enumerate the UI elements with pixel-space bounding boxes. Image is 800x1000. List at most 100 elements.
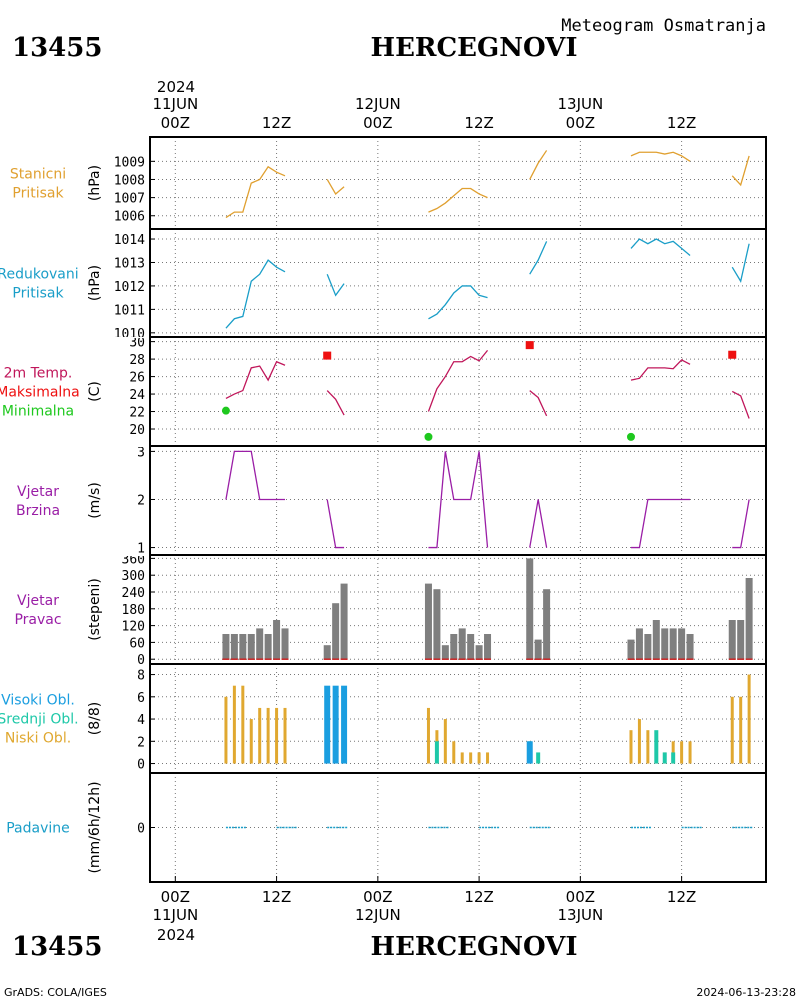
y-axis-label: (mm/6h/12h) (87, 781, 103, 873)
cloud-bar-low (258, 707, 262, 764)
wind-direction-bar (737, 620, 745, 660)
y-tick-label: 6 (137, 691, 145, 706)
wind-direction-bar (669, 628, 677, 660)
wind-direction-bar (222, 634, 230, 660)
cloud-bar-low (477, 752, 481, 764)
max-temp-marker (728, 350, 737, 359)
panel-label-line: 2m Temp. (4, 366, 73, 382)
wind-direction-bar (458, 628, 466, 660)
y-tick-label: 360 (122, 552, 145, 567)
plot-area (222, 558, 753, 660)
cloud-bar-low (224, 696, 228, 764)
cloud-bar-low (637, 719, 641, 764)
wind-direction-bar (627, 639, 635, 660)
y-tick-label: 0 (137, 653, 145, 668)
panel-label-line: Pritisak (12, 286, 64, 302)
series-line (529, 241, 548, 275)
bottom-hour-label: 12Z (262, 888, 291, 906)
bottom-hour-label: 00Z (161, 888, 190, 906)
cloud-bar-low (680, 741, 684, 764)
panel-6: 0 2 4 6 8 (8/8) Visoki Obl. Srednji Obl. Niski O… (0, 663, 767, 774)
y-tick-label: 22 (129, 406, 145, 421)
series-line (326, 499, 345, 549)
wind-direction-bar (441, 645, 449, 660)
series-line (428, 285, 488, 320)
series-line (428, 187, 488, 213)
top-date-label: 13JUN (557, 95, 603, 113)
wind-direction-bar (635, 628, 643, 660)
y-tick-label: 60 (129, 636, 145, 651)
y-tick-label: 1008 (114, 173, 145, 188)
wind-direction-bar (239, 634, 247, 660)
panel-label-line: Redukovani (0, 267, 79, 283)
y-tick-label: 300 (122, 569, 145, 584)
y-tick-label: 2 (137, 735, 145, 750)
wind-direction-bar (534, 639, 542, 660)
series-line (731, 243, 750, 283)
wind-direction-bar (728, 620, 736, 660)
y-tick-label: 1009 (114, 155, 145, 170)
wind-direction-bar (543, 589, 551, 660)
panel-label-line: Stanicni (10, 167, 66, 183)
cloud-bar-low (730, 696, 734, 764)
y-axis-label: (hPa) (87, 165, 103, 201)
y-tick-label: 240 (122, 586, 145, 601)
cloud-bar-low (460, 752, 464, 764)
wind-direction-bar (661, 628, 669, 660)
wind-direction-bar (247, 634, 255, 660)
y-tick-label: 4 (137, 713, 145, 728)
series-line (225, 165, 286, 219)
station-id-top: 13455 (12, 33, 102, 63)
bottom-hour-label: 12Z (667, 888, 696, 906)
wind-direction-bar (450, 634, 458, 660)
series-line (731, 155, 750, 187)
panel-label-line: Vjetar (17, 593, 59, 609)
panel-label-line: Minimalna (2, 404, 74, 420)
credit: GrADS: COLA/IGES (4, 986, 107, 999)
wind-direction-bar (484, 634, 492, 660)
cloud-bar-low (241, 685, 245, 764)
top-date-label: 12JUN (355, 95, 401, 113)
y-tick-label: 1006 (114, 210, 145, 225)
panel-label-line: Vjetar (17, 484, 59, 500)
wind-direction-bar (652, 620, 660, 660)
series-line (225, 360, 286, 400)
y-tick-label: 180 (122, 603, 145, 618)
panel-7: 0 (mm/6h/12h) Padavine (6, 772, 767, 883)
meteogram-title: Meteogram Osmatranja (561, 16, 766, 36)
min-temp-marker (221, 406, 230, 415)
series-line (529, 499, 548, 548)
panel-label-line: Niski Obl. (5, 731, 71, 747)
cloud-bar-low (426, 707, 430, 764)
bottom-date-label: 12JUN (355, 906, 401, 924)
panel-frame (149, 445, 767, 556)
y-tick-label: 120 (122, 620, 145, 635)
station-name-bottom: HERCEGNOVI (371, 932, 578, 962)
wind-direction-bar (230, 634, 238, 660)
panel-label-line: Padavine (6, 821, 70, 837)
y-tick-label: 1007 (114, 192, 145, 207)
panel-4: 1 2 3 (m/s) Vjetar Brzina (16, 445, 767, 557)
wind-direction-bar (340, 583, 348, 660)
series-line (326, 179, 345, 195)
y-tick-label: 28 (129, 353, 145, 368)
max-temp-marker (323, 351, 332, 360)
wind-direction-bar (745, 578, 753, 660)
cloud-bar-low (232, 685, 236, 764)
plot-area (221, 341, 750, 441)
y-axis-label: (C) (87, 381, 103, 402)
station-id-bottom: 13455 (12, 932, 102, 962)
cloud-bar-low (747, 674, 751, 764)
series-line (427, 349, 489, 412)
y-tick-label: 8 (137, 669, 145, 684)
cloud-bar-high (332, 685, 339, 764)
panel-label-line: Pritisak (12, 186, 64, 202)
cloud-bar-low (275, 707, 279, 764)
cloud-bar-mid (536, 752, 541, 764)
series-line (630, 238, 691, 256)
y-tick-label: 1013 (114, 256, 145, 271)
